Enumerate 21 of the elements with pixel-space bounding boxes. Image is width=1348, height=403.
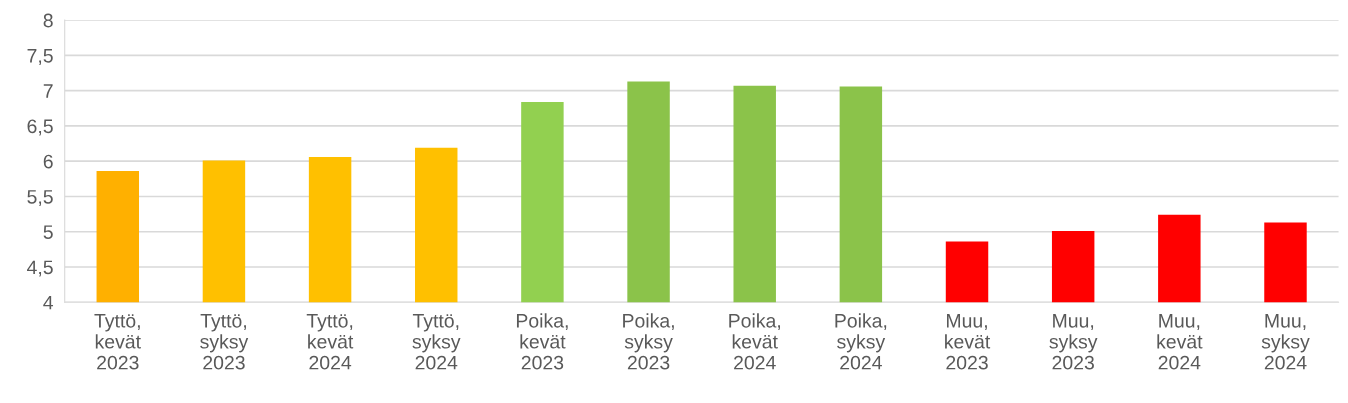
- y-tick-label: 6,5: [27, 119, 53, 136]
- y-tick-label: 5: [43, 225, 53, 239]
- x-tick-label: Tyttö, syksy 2023: [200, 314, 249, 370]
- y-tick-label: 6: [43, 154, 53, 169]
- x-tick-label: Tyttö, kevät 2023: [94, 314, 141, 370]
- x-tick-label: Tyttö, syksy 2024: [412, 314, 461, 370]
- x-tick-label: Poika, kevät 2024: [729, 313, 780, 370]
- y-tick-label: 4,5: [27, 260, 53, 277]
- y-tick-label: 7: [43, 84, 53, 98]
- x-tick-label: Muu, kevät 2024: [1157, 314, 1203, 370]
- x-tick-label: Poika, syksy 2024: [835, 313, 887, 370]
- y-tick-label: 7,5: [27, 49, 53, 65]
- y-tick-label: 8: [43, 13, 53, 28]
- y-tick-label: 4: [43, 295, 54, 310]
- y-tick-label: 5,5: [27, 190, 53, 206]
- x-tick-label: Muu, syksy 2024: [1261, 314, 1310, 370]
- x-tick-label: Poika, kevät 2023: [516, 313, 568, 370]
- x-tick-label: Poika, syksy 2023: [623, 313, 674, 370]
- x-tick-label: Muu, syksy 2023: [1049, 314, 1098, 370]
- x-tick-label: Muu, kevät 2023: [945, 314, 991, 370]
- x-tick-label: Tyttö, kevät 2024: [306, 314, 354, 370]
